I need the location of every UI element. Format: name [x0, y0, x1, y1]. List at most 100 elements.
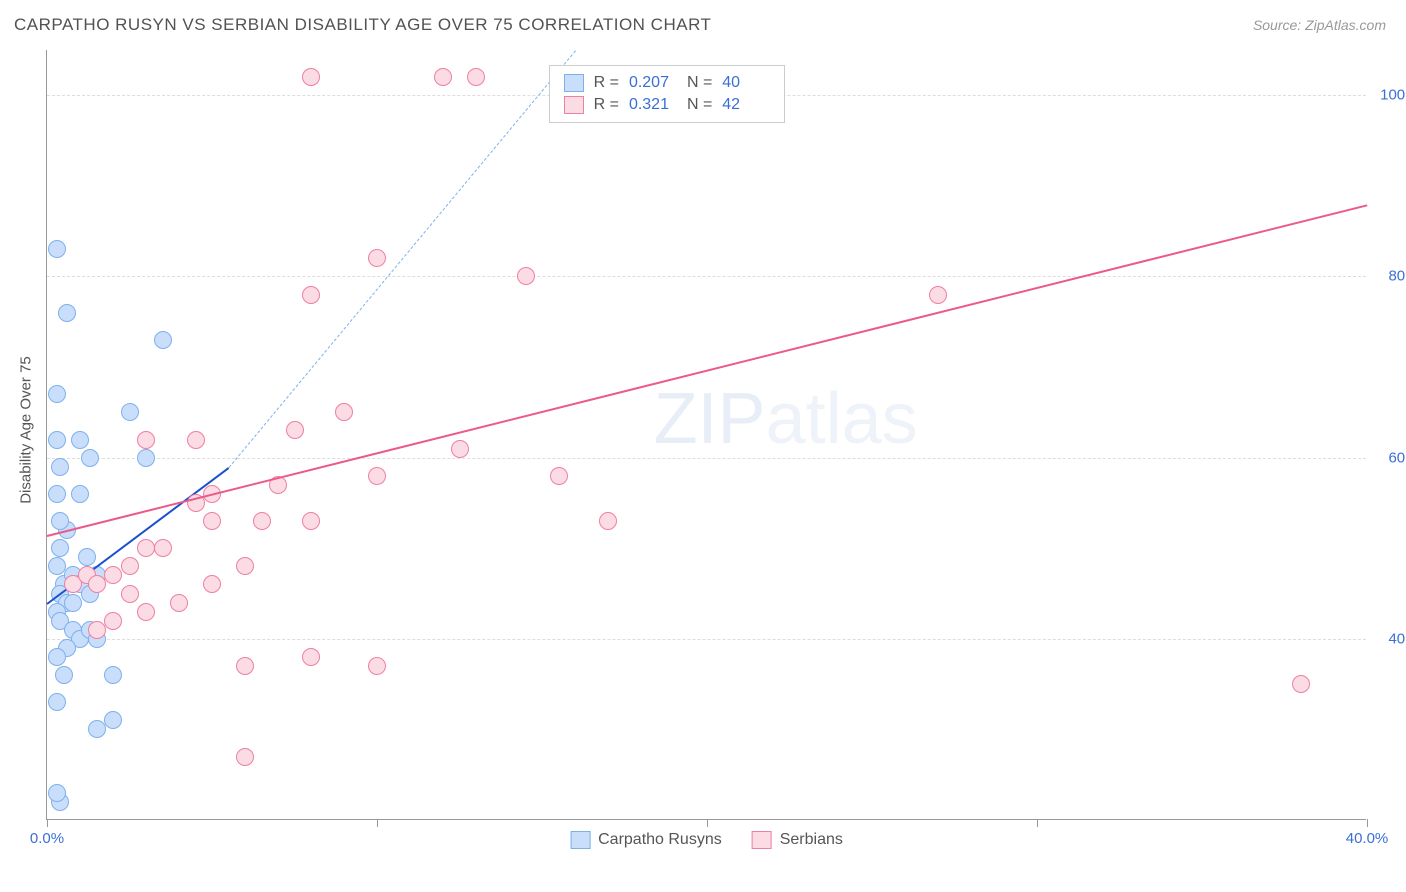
x-tick-label: 0.0% — [30, 830, 64, 847]
stats-row: R =0.207N =40 — [564, 72, 771, 94]
data-point — [137, 603, 155, 621]
data-point — [88, 621, 106, 639]
data-point — [88, 575, 106, 593]
data-point — [302, 648, 320, 666]
trend-line — [47, 204, 1367, 537]
data-point — [368, 249, 386, 267]
data-point — [253, 512, 271, 530]
data-point — [1292, 675, 1310, 693]
data-point — [451, 440, 469, 458]
y-tick-label: 40.0% — [1371, 630, 1406, 647]
data-point — [467, 68, 485, 86]
data-point — [368, 467, 386, 485]
data-point — [58, 304, 76, 322]
y-tick-label: 80.0% — [1371, 268, 1406, 285]
legend-swatch — [564, 74, 584, 92]
data-point — [335, 403, 353, 421]
legend-item: Serbians — [752, 831, 843, 849]
data-point — [302, 286, 320, 304]
data-point — [302, 512, 320, 530]
gridline — [47, 639, 1366, 640]
legend-swatch — [564, 96, 584, 114]
data-point — [48, 693, 66, 711]
y-axis-title: Disability Age Over 75 — [18, 356, 35, 504]
data-point — [104, 566, 122, 584]
stat-r-label: R = — [594, 74, 619, 92]
data-point — [55, 666, 73, 684]
data-point — [71, 485, 89, 503]
data-point — [48, 784, 66, 802]
gridline — [47, 458, 1366, 459]
data-point — [51, 539, 69, 557]
data-point — [88, 720, 106, 738]
y-tick-label: 60.0% — [1371, 449, 1406, 466]
legend-item: Carpatho Rusyns — [570, 831, 722, 849]
data-point — [81, 449, 99, 467]
data-point — [236, 557, 254, 575]
x-tick — [707, 819, 708, 827]
data-point — [121, 403, 139, 421]
stats-row: R = 0.321 N = 42 — [564, 94, 771, 116]
legend-label: Carpatho Rusyns — [598, 831, 722, 849]
header: CARPATHO RUSYN VS SERBIAN DISABILITY AGE… — [0, 0, 1406, 40]
data-point — [104, 711, 122, 729]
legend: Carpatho Rusyns Serbians — [570, 831, 843, 849]
trend-line-extension — [228, 50, 575, 467]
data-point — [78, 548, 96, 566]
stat-r-value: 0.321 — [629, 96, 677, 114]
legend-label: Serbians — [780, 831, 843, 849]
data-point — [51, 458, 69, 476]
x-tick — [47, 819, 48, 827]
stat-n-value: 40 — [722, 74, 770, 92]
data-point — [137, 431, 155, 449]
source-attribution: Source: ZipAtlas.com — [1253, 17, 1386, 33]
legend-swatch — [752, 831, 772, 849]
watermark: ZIPatlas — [654, 378, 918, 460]
gridline — [47, 276, 1366, 277]
watermark-bold: ZIP — [654, 379, 766, 459]
x-tick-label: 40.0% — [1346, 830, 1389, 847]
y-tick-label: 100.0% — [1371, 87, 1406, 104]
data-point — [48, 648, 66, 666]
data-point — [929, 286, 947, 304]
data-point — [104, 612, 122, 630]
data-point — [368, 657, 386, 675]
data-point — [203, 575, 221, 593]
data-point — [71, 431, 89, 449]
stats-box: R =0.207N =40R =0.321N =42 — [549, 65, 786, 123]
chart-title: CARPATHO RUSYN VS SERBIAN DISABILITY AGE… — [14, 15, 711, 35]
data-point — [286, 421, 304, 439]
data-point — [137, 449, 155, 467]
data-point — [48, 431, 66, 449]
stat-n-value: 42 — [722, 96, 770, 114]
stat-r-label: R = — [594, 96, 619, 114]
data-point — [599, 512, 617, 530]
x-tick — [1037, 819, 1038, 827]
data-point — [64, 594, 82, 612]
stat-n-label: N = — [687, 96, 712, 114]
data-point — [104, 666, 122, 684]
data-point — [137, 539, 155, 557]
data-point — [48, 385, 66, 403]
data-point — [121, 557, 139, 575]
scatter-chart: ZIPatlas 40.0%60.0%80.0%100.0%0.0%40.0%R… — [46, 50, 1366, 820]
data-point — [48, 485, 66, 503]
data-point — [236, 748, 254, 766]
data-point — [51, 512, 69, 530]
data-point — [434, 68, 452, 86]
data-point — [203, 512, 221, 530]
data-point — [154, 539, 172, 557]
data-point — [48, 240, 66, 258]
data-point — [154, 331, 172, 349]
data-point — [48, 557, 66, 575]
x-tick — [377, 819, 378, 827]
data-point — [187, 431, 205, 449]
stat-n-label: N = — [687, 74, 712, 92]
data-point — [550, 467, 568, 485]
data-point — [302, 68, 320, 86]
data-point — [236, 657, 254, 675]
x-tick — [1367, 819, 1368, 827]
data-point — [170, 594, 188, 612]
data-point — [121, 585, 139, 603]
data-point — [517, 267, 535, 285]
